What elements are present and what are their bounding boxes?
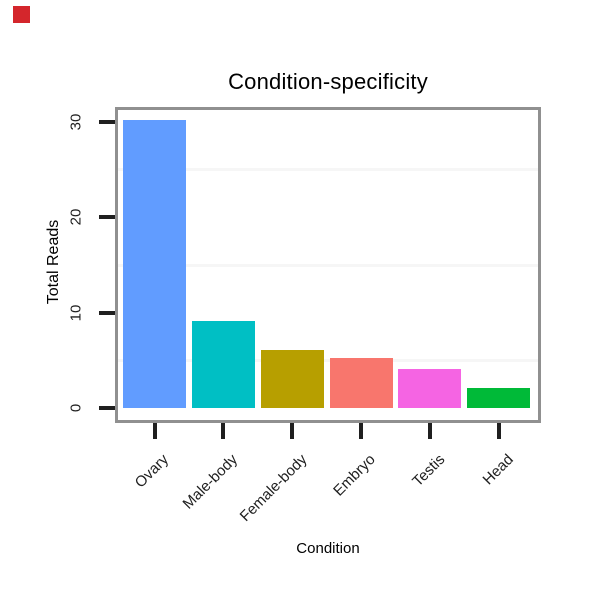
x-axis-title: Condition xyxy=(296,540,360,557)
bar-head xyxy=(467,388,530,408)
red-marker-square xyxy=(13,6,30,23)
chart-title: Condition-specificity xyxy=(228,69,428,94)
x-tick-label-male-body: Male-body xyxy=(179,451,242,513)
x-axis-tick xyxy=(496,423,501,439)
x-axis-tick xyxy=(359,423,364,439)
x-tick-label-head: Head xyxy=(479,451,517,489)
minor-gridline xyxy=(118,168,538,172)
y-tick-label: 10 xyxy=(67,304,85,321)
bar-female-body xyxy=(261,350,324,408)
x-axis-tick xyxy=(221,423,226,439)
x-tick-label-ovary: Ovary xyxy=(132,451,173,492)
bar-testis xyxy=(398,369,461,408)
y-axis-tick xyxy=(99,310,115,315)
y-tick-label: 20 xyxy=(67,208,85,226)
bar-embryo xyxy=(330,358,393,408)
bar-male-body xyxy=(192,321,255,408)
x-tick-label-testis: Testis xyxy=(408,451,448,491)
y-tick-label: 30 xyxy=(67,113,85,130)
minor-gridline xyxy=(118,359,538,363)
y-tick-label: 0 xyxy=(67,403,85,413)
minor-gridline xyxy=(118,263,538,267)
x-axis-tick xyxy=(427,423,432,439)
bar-ovary xyxy=(123,120,186,408)
y-axis-title: Total Reads xyxy=(45,219,62,305)
y-axis-tick xyxy=(99,406,115,410)
y-axis-tick xyxy=(99,119,115,124)
x-axis-tick xyxy=(290,423,295,439)
x-axis-tick xyxy=(152,423,157,439)
x-tick-label-embryo: Embryo xyxy=(330,451,380,500)
x-tick-label-female-body: Female-body xyxy=(236,451,311,525)
y-axis-tick xyxy=(99,215,115,219)
